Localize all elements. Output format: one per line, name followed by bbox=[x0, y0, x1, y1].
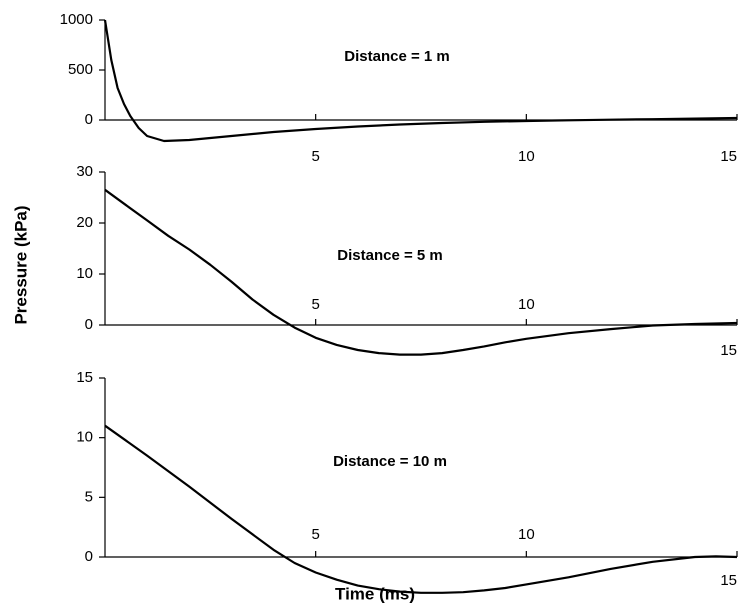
x-tick-label: 5 bbox=[311, 296, 319, 313]
x-tick-label: 10 bbox=[518, 148, 535, 165]
x-tick-label: 15 bbox=[720, 572, 737, 589]
y-tick-label: 30 bbox=[76, 163, 93, 180]
y-tick-label: 5 bbox=[85, 488, 93, 505]
x-tick-label: 15 bbox=[720, 148, 737, 165]
y-tick-label: 0 bbox=[85, 111, 93, 128]
y-tick-label: 1000 bbox=[60, 11, 93, 28]
pressure-curve bbox=[104, 424, 738, 594]
y-tick-label: 20 bbox=[76, 214, 93, 231]
pressure-curve bbox=[104, 188, 738, 356]
x-tick-label: 10 bbox=[518, 296, 535, 313]
x-tick-label: 5 bbox=[311, 526, 319, 543]
y-tick-label: 15 bbox=[76, 369, 93, 386]
x-axis-label: Time (ms) bbox=[335, 584, 415, 603]
x-tick-label: 10 bbox=[518, 526, 535, 543]
y-axis-label: Pressure (kPa) bbox=[11, 205, 30, 324]
y-tick-label: 10 bbox=[76, 265, 93, 282]
subplot-title: Distance = 5 m bbox=[337, 247, 442, 264]
pressure-curve bbox=[103, 19, 738, 143]
y-tick-label: 0 bbox=[85, 316, 93, 333]
subplot-title: Distance = 1 m bbox=[344, 48, 449, 65]
y-tick-label: 500 bbox=[68, 61, 93, 78]
x-tick-label: 5 bbox=[311, 148, 319, 165]
y-tick-label: 10 bbox=[76, 429, 93, 446]
subplot-title: Distance = 10 m bbox=[333, 453, 447, 470]
y-tick-label: 0 bbox=[85, 548, 93, 565]
x-tick-label: 15 bbox=[720, 342, 737, 359]
